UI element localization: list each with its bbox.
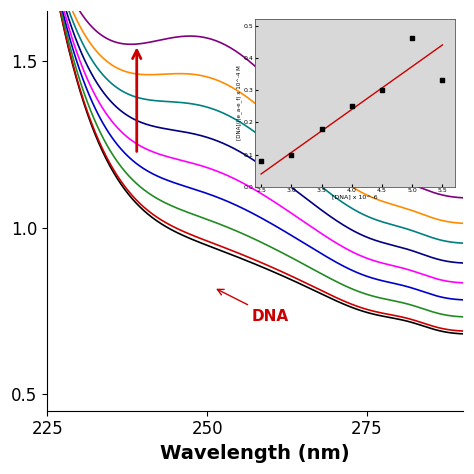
X-axis label: Wavelength (nm): Wavelength (nm) bbox=[160, 444, 350, 463]
Text: DNA: DNA bbox=[218, 290, 289, 324]
